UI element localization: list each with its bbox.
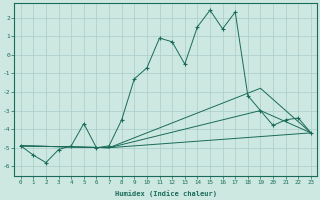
X-axis label: Humidex (Indice chaleur): Humidex (Indice chaleur): [115, 190, 217, 197]
